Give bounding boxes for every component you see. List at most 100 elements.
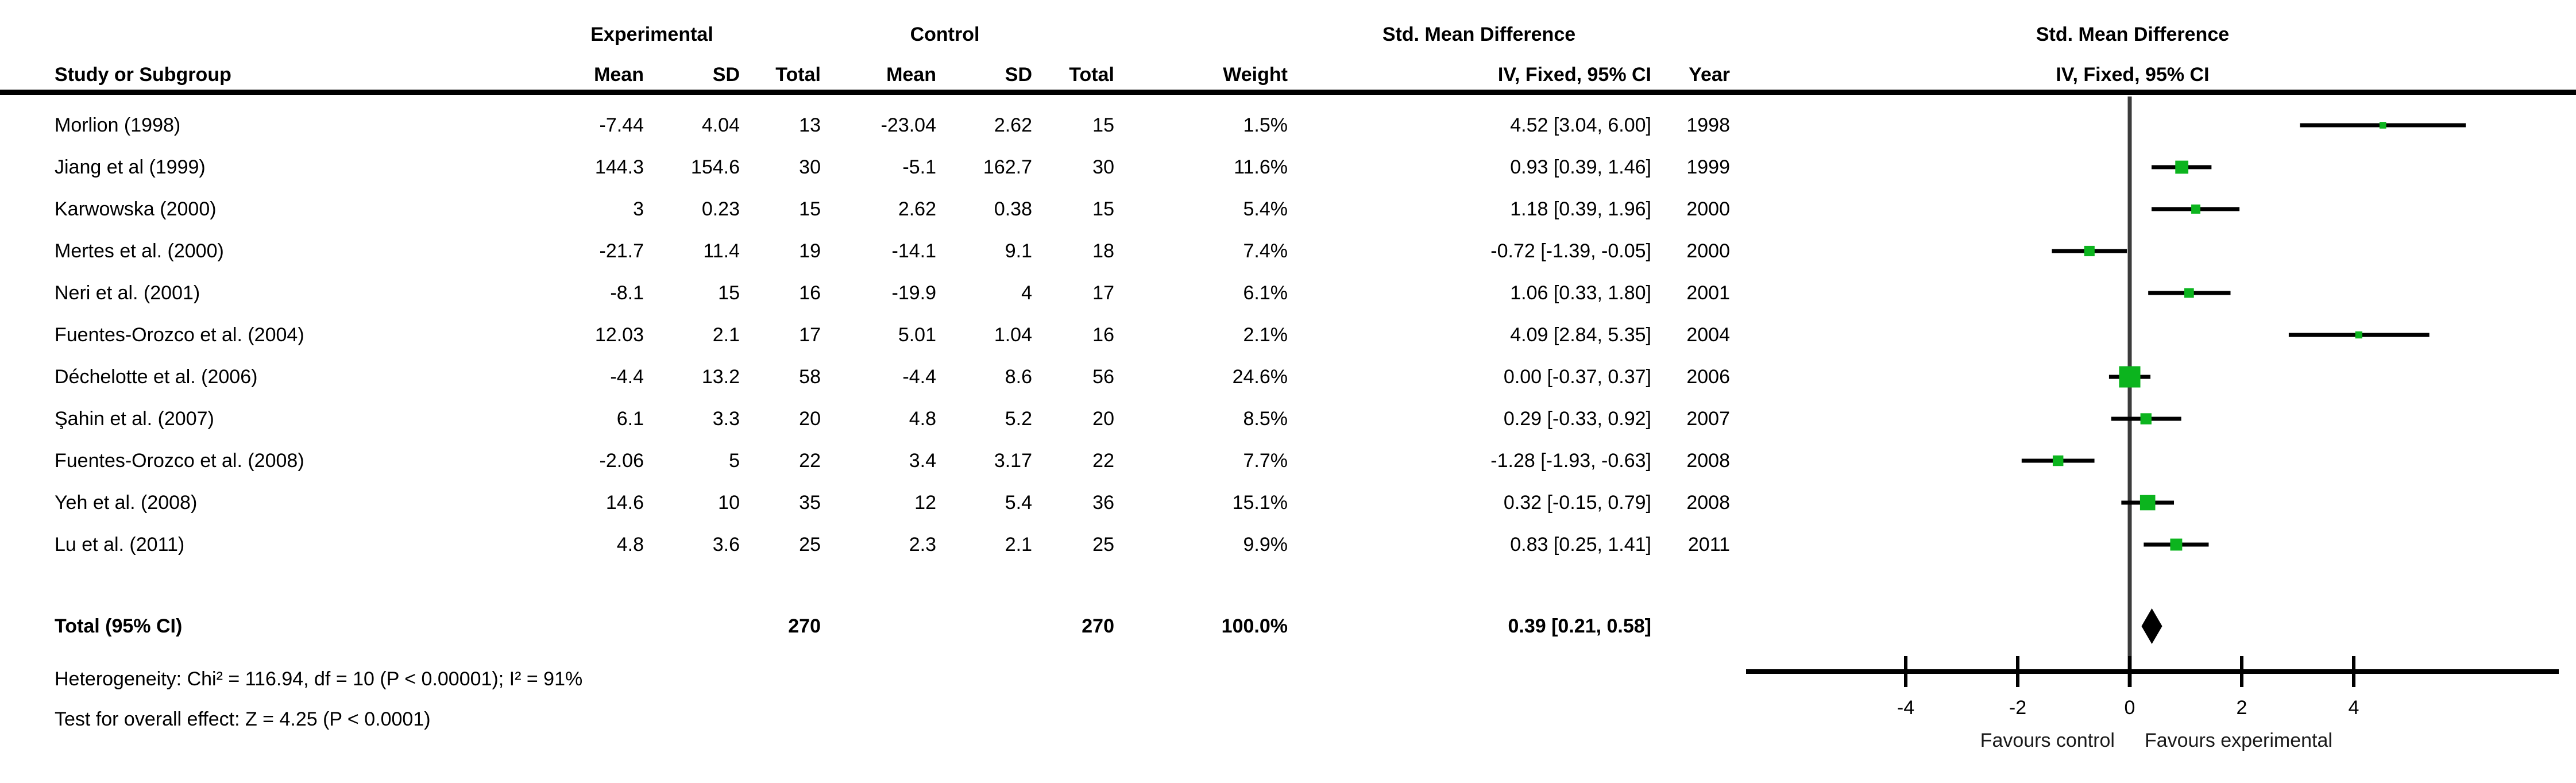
total-control: 22 <box>1092 450 1114 472</box>
heterogeneity-note: Heterogeneity: Chi² = 116.94, df = 10 (P… <box>55 668 583 690</box>
total-control: 15 <box>1092 114 1114 136</box>
mean-control: 3.4 <box>909 450 936 472</box>
total-smd-ci: 0.39 [0.21, 0.58] <box>1508 615 1651 637</box>
total-experimental: 16 <box>799 282 821 304</box>
total-control: 16 <box>1092 324 1114 346</box>
effect-marker <box>2119 366 2141 388</box>
col-header-sd-control: SD <box>1005 64 1032 86</box>
table-row: Jiang et al (1999) 144.3 154.6 30 -5.1 162.7 3… <box>0 146 2576 188</box>
year: 2008 <box>1686 450 1730 472</box>
table-row: Yeh et al. (2008) 14.6 10 35 12 5.4 36 15.1% 0.3… <box>0 482 2576 523</box>
favours-left-label: Favours control <box>1980 730 2115 751</box>
x-axis-line <box>1746 669 2559 674</box>
favours-right-label: Favours experimental <box>2145 730 2332 751</box>
study-label: Morlion (1998) <box>55 114 181 136</box>
total-control: 18 <box>1092 240 1114 262</box>
table-row: Fuentes-Orozco et al. (2008) -2.06 5 22 3.4 3… <box>0 440 2576 481</box>
smd-ci-value: 1.06 [0.33, 1.80] <box>1510 282 1651 304</box>
weight: 7.4% <box>1243 240 1288 262</box>
overall-effect-note: Test for overall effect: Z = 4.25 (P < 0… <box>55 708 431 730</box>
total-control: 15 <box>1092 198 1114 220</box>
effect-marker <box>2379 122 2386 129</box>
sd-experimental: 11.4 <box>703 240 740 262</box>
total-experimental: 13 <box>799 114 821 136</box>
study-label: Karwowska (2000) <box>55 198 217 220</box>
total-experimental: 35 <box>799 492 821 514</box>
total-control: 36 <box>1092 492 1114 514</box>
mean-experimental: -4.4 <box>610 366 644 388</box>
col-header-total-control: Total <box>1069 64 1114 86</box>
weight: 1.5% <box>1243 114 1288 136</box>
sd-control: 0.38 <box>994 198 1032 220</box>
smd-ci-value: 4.52 [3.04, 6.00] <box>1510 114 1651 136</box>
sd-control: 8.6 <box>1005 366 1032 388</box>
col-header-total-experimental: Total <box>775 64 821 86</box>
zero-line <box>2127 97 2132 687</box>
sd-experimental: 154.6 <box>690 156 740 178</box>
year: 2000 <box>1686 240 1730 262</box>
smd-ci-value: 0.83 [0.25, 1.41] <box>1510 534 1651 556</box>
axis-tick-label: -4 <box>1897 697 1914 719</box>
total-experimental: 25 <box>799 534 821 556</box>
sd-control: 2.62 <box>994 114 1032 136</box>
sd-control: 2.1 <box>1005 534 1032 556</box>
sd-experimental: 3.3 <box>712 408 740 430</box>
mean-control: -14.1 <box>891 240 937 262</box>
axis-tick-label: -2 <box>2009 697 2026 719</box>
year: 1999 <box>1686 156 1730 178</box>
smd-ci-value: 0.00 [-0.37, 0.37] <box>1503 366 1651 388</box>
total-n-experimental: 270 <box>788 615 821 637</box>
col-header-weight: Weight <box>1223 64 1288 86</box>
year: 2011 <box>1687 534 1730 556</box>
axis-tick <box>2128 656 2131 687</box>
year: 2006 <box>1686 366 1730 388</box>
smd-ci-value: -1.28 [-1.93, -0.63] <box>1490 450 1651 472</box>
weight: 24.6% <box>1232 366 1288 388</box>
plot-header-method: IV, Fixed, 95% CI <box>2056 64 2210 86</box>
total-experimental: 22 <box>799 450 821 472</box>
table-row: Fuentes-Orozco et al. (2004) 12.03 2.1 17 5.… <box>0 314 2576 356</box>
total-control: 56 <box>1092 366 1114 388</box>
mean-control: -19.9 <box>891 282 937 304</box>
sd-experimental: 0.23 <box>701 198 740 220</box>
axis-tick-label: 4 <box>2349 697 2359 719</box>
study-label: Fuentes-Orozco et al. (2008) <box>55 450 304 472</box>
smd-ci-value: 0.29 [-0.33, 0.92] <box>1503 408 1651 430</box>
mean-experimental: 14.6 <box>605 492 644 514</box>
mean-experimental: 12.03 <box>594 324 644 346</box>
col-header-iv-fixed-ci: IV, Fixed, 95% CI <box>1497 64 1651 86</box>
total-experimental: 19 <box>799 240 821 262</box>
axis-tick-label: 2 <box>2237 697 2247 719</box>
table-row: Karwowska (2000) 3 0.23 15 2.62 0.38 15 5.4% 1.1… <box>0 188 2576 230</box>
mean-experimental: -8.1 <box>610 282 644 304</box>
mean-experimental: 6.1 <box>616 408 644 430</box>
mean-control: 5.01 <box>898 324 936 346</box>
smd-ci-value: 0.93 [0.39, 1.46] <box>1510 156 1651 178</box>
total-n-control: 270 <box>1082 615 1114 637</box>
col-header-sd-experimental: SD <box>712 64 740 86</box>
sd-control: 162.7 <box>983 156 1032 178</box>
weight: 8.5% <box>1243 408 1288 430</box>
study-label: Mertes et al. (2000) <box>55 240 224 262</box>
axis-tick <box>1904 656 1907 687</box>
col-header-study: Study or Subgroup <box>55 64 231 86</box>
table-row: Morlion (1998) -7.44 4.04 13 -23.04 2.62 15 1.5… <box>0 105 2576 146</box>
year: 2000 <box>1686 198 1730 220</box>
table-row: Lu et al. (2011) 4.8 3.6 25 2.3 2.1 25 9.9% 0.83… <box>0 524 2576 565</box>
sd-control: 5.2 <box>1005 408 1032 430</box>
weight: 11.6% <box>1234 156 1288 178</box>
total-weight: 100.0% <box>1221 615 1288 637</box>
header-divider <box>0 90 2576 95</box>
group-header-control: Control <box>910 24 980 45</box>
table-row: Déchelotte et al. (2006) -4.4 13.2 58 -4.4 8.… <box>0 356 2576 398</box>
mean-control: -4.4 <box>902 366 936 388</box>
study-label: Déchelotte et al. (2006) <box>55 366 258 388</box>
weight: 6.1% <box>1243 282 1288 304</box>
total-experimental: 58 <box>799 366 821 388</box>
total-control: 30 <box>1092 156 1114 178</box>
total-control: 20 <box>1092 408 1114 430</box>
mean-control: 2.62 <box>898 198 936 220</box>
study-label: Yeh et al. (2008) <box>55 492 198 514</box>
